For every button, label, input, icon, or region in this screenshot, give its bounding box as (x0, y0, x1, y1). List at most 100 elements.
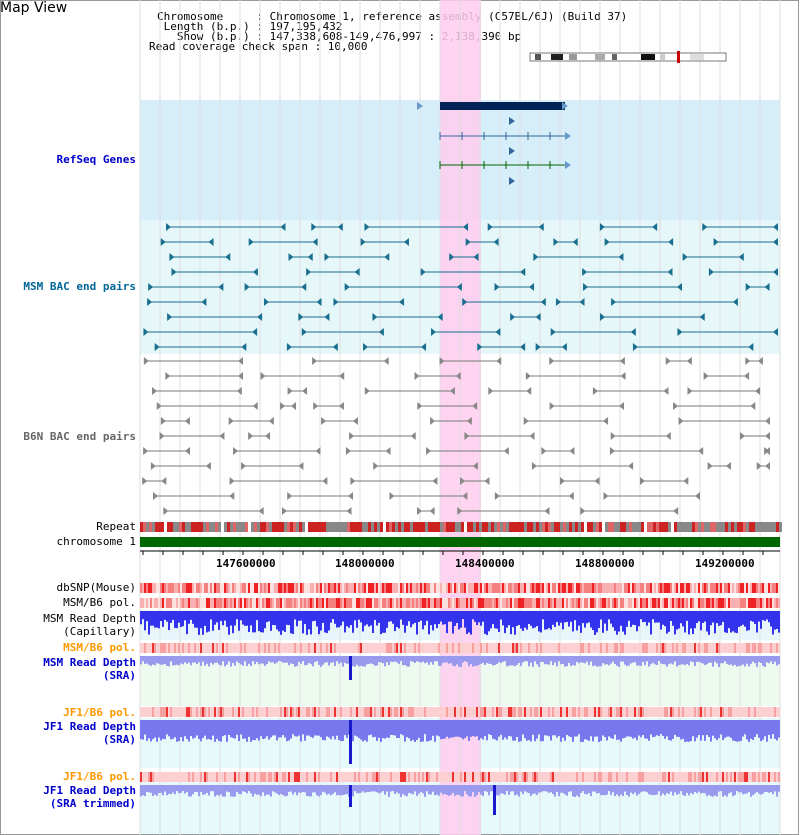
heat-cell (578, 772, 580, 782)
heat-cell (176, 772, 178, 782)
heat-cell (198, 707, 200, 717)
depth-bar (700, 785, 702, 794)
depth-bar (636, 720, 638, 741)
repeat-segment (461, 522, 464, 532)
heat-cell (480, 598, 482, 608)
heat-cell (722, 643, 724, 653)
heat-cell (440, 598, 442, 608)
heat-cell (436, 772, 438, 782)
heat-cell (316, 598, 318, 608)
heat-cell (432, 643, 434, 653)
heat-cell (768, 583, 770, 593)
heat-cell (164, 598, 166, 608)
heat-cell (152, 598, 154, 608)
heat-cell (386, 772, 388, 782)
depth-bar (602, 785, 604, 796)
depth-bar (702, 611, 704, 623)
bac-end (773, 238, 778, 246)
depth-bar (164, 785, 166, 792)
heat-cell (748, 583, 750, 593)
depth-bar (274, 656, 276, 664)
depth-bar (406, 611, 408, 626)
heat-cell (242, 583, 244, 593)
heat-cell (744, 643, 746, 653)
depth-bar (534, 785, 536, 794)
heat-cell (466, 772, 468, 782)
repeat-segment (446, 522, 449, 532)
depth-bar (214, 785, 216, 797)
repeat-segment (551, 522, 554, 532)
heat-cell (274, 772, 276, 782)
bac-end (364, 387, 370, 395)
depth-bar (678, 611, 680, 629)
depth-bar (316, 720, 318, 736)
depth-bar (372, 785, 374, 792)
depth-bar (658, 785, 660, 792)
heat-cell (150, 643, 152, 653)
depth-bar (680, 611, 682, 624)
heat-cell (636, 707, 638, 717)
heat-cell (236, 598, 238, 608)
heat-cell (250, 643, 252, 653)
heat-cell (502, 643, 504, 653)
depth-bar (466, 656, 468, 663)
heat-cell (374, 583, 376, 593)
depth-bar (544, 720, 546, 736)
depth-bar (556, 785, 558, 792)
heat-cell (432, 598, 434, 608)
bac-end (263, 298, 269, 306)
depth-bar (718, 720, 720, 739)
depth-bar (190, 720, 192, 737)
heat-cell (660, 583, 662, 593)
depth-bar (380, 720, 382, 742)
repeat-segment (164, 522, 167, 532)
depth-bar (288, 611, 290, 626)
depth-bar (166, 720, 168, 735)
depth-bar (682, 785, 684, 796)
heat-cell (706, 707, 708, 717)
heat-cell (182, 583, 184, 593)
repeat-segment (170, 522, 173, 532)
depth-bar (778, 611, 780, 633)
repeat-segment (500, 522, 503, 532)
heat-cell (662, 583, 664, 593)
depth-bar (722, 656, 724, 664)
depth-bar (324, 611, 326, 633)
repeat-segment (647, 522, 650, 532)
heat-cell (710, 707, 712, 717)
bac-end (707, 462, 713, 470)
depth-bar (422, 785, 424, 794)
depth-bar (434, 656, 436, 662)
depth-bar (490, 720, 492, 736)
heat-cell (376, 583, 378, 593)
heat-cell (772, 707, 774, 717)
repeat-segment (371, 522, 374, 532)
repeat-segment (482, 522, 485, 532)
heat-cell (372, 643, 374, 653)
depth-bar (310, 611, 312, 635)
depth-bar (532, 656, 534, 667)
repeat-segment (326, 522, 329, 532)
heat-cell (616, 583, 618, 593)
bac-end (494, 283, 500, 291)
depth-bar (406, 720, 408, 738)
depth-bar (536, 720, 538, 739)
heat-cell (612, 772, 614, 782)
depth-bar (504, 720, 506, 738)
heat-cell (460, 598, 462, 608)
bac-end (599, 223, 605, 231)
depth-bar (716, 720, 718, 741)
heat-cell (544, 643, 546, 653)
depth-bar (760, 720, 762, 742)
heat-cell (296, 583, 298, 593)
depth-bar (546, 720, 548, 736)
heat-cell (412, 707, 414, 717)
depth-bar (404, 785, 406, 796)
depth-bar (520, 720, 522, 742)
heat-cell (212, 583, 214, 593)
heat-cell (580, 772, 582, 782)
depth-bar (542, 611, 544, 620)
heat-cell (306, 583, 308, 593)
depth-bar (318, 656, 320, 665)
